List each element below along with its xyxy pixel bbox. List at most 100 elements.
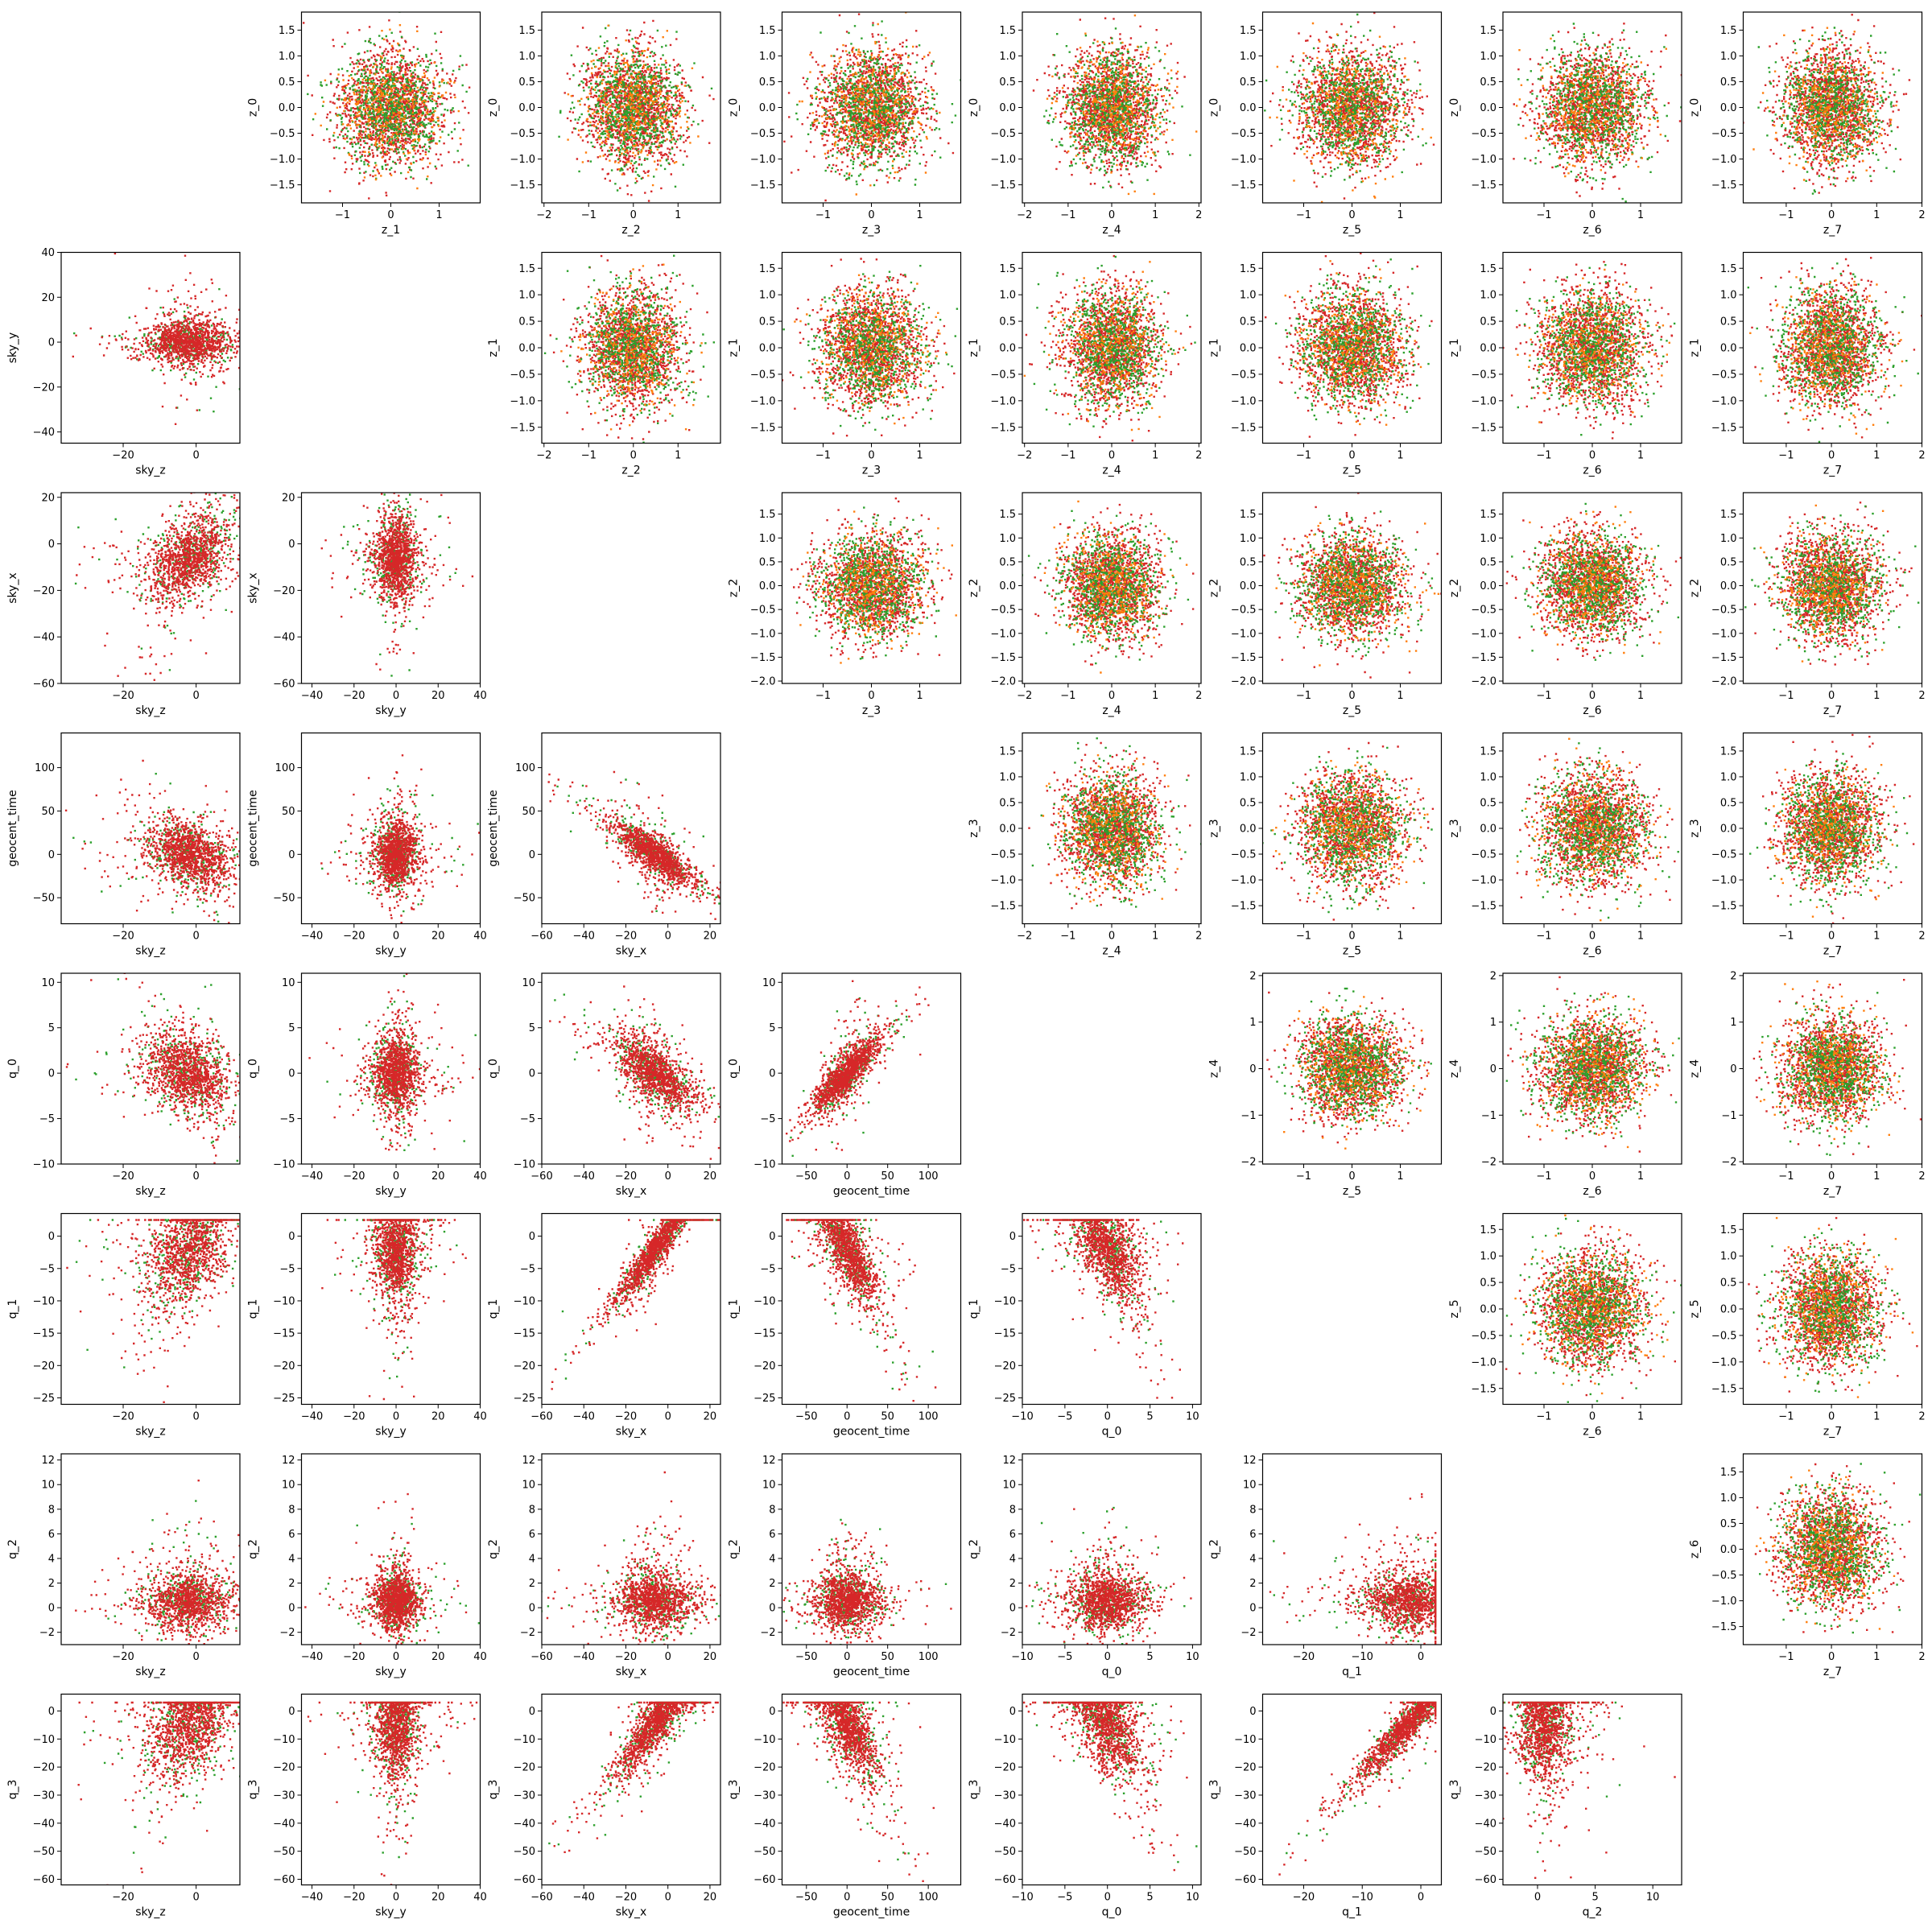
x-axis-label: sky_z: [135, 1666, 166, 1678]
y-tick-label: 4: [1249, 1553, 1256, 1565]
y-tick-label: 0.5: [518, 316, 535, 328]
x-tick-label: −40: [301, 1411, 323, 1423]
scatter-series-3: [1285, 249, 1422, 450]
x-axis-label: sky_z: [135, 1185, 166, 1198]
y-tick-label: 1.0: [1720, 1492, 1737, 1505]
y-tick-label: 2: [1249, 970, 1256, 982]
y-tick-label: 10: [522, 977, 535, 989]
y-axis-label: z_4: [1208, 1059, 1221, 1078]
x-tick-label: 100: [919, 1892, 939, 1904]
y-tick-label: 20: [282, 492, 295, 504]
y-tick-label: −50: [994, 1846, 1016, 1858]
y-tick-label: −1.0: [990, 154, 1016, 166]
y-tick-label: 0.0: [279, 102, 295, 114]
x-tick-label: −20: [343, 1411, 365, 1423]
x-tick-label: 1: [1873, 209, 1880, 221]
y-tick-label: −1.5: [1471, 1383, 1496, 1395]
x-axis-label: sky_y: [375, 1426, 406, 1439]
y-tick-label: −1.0: [990, 875, 1016, 887]
y-tick-label: 0.5: [759, 556, 776, 568]
y-tick-label: 4: [529, 1553, 535, 1565]
y-tick-label: 0.0: [999, 580, 1016, 592]
x-tick-label: 20: [704, 1892, 717, 1904]
y-tick-label: −1.5: [1471, 422, 1496, 434]
scatter-points: [1265, 249, 1433, 452]
y-axis-label: sky_x: [247, 572, 260, 603]
x-tick-label: −1: [1536, 1170, 1551, 1183]
x-tick-label: −20: [112, 450, 134, 462]
x-tick-label: −1: [1536, 1411, 1551, 1423]
x-tick-label: 1: [1637, 1170, 1644, 1183]
y-axis-label: z_0: [728, 98, 741, 117]
y-tick-label: 1.5: [1720, 745, 1737, 758]
scatter-series-2: [299, 963, 481, 1182]
x-tick-label: 0: [192, 1892, 199, 1904]
scatter-points: [776, 8, 977, 200]
y-tick-label: 12: [282, 1455, 295, 1467]
y-axis-label: q_2: [247, 1539, 260, 1559]
y-tick-label: 1.0: [999, 533, 1016, 545]
x-tick-label: −40: [573, 1892, 595, 1904]
y-tick-label: 0.0: [1720, 1304, 1737, 1316]
x-axis-label: z_4: [1102, 464, 1121, 477]
x-tick-label: −20: [112, 1411, 134, 1423]
x-axis-label: q_1: [1342, 1666, 1362, 1678]
x-axis-label: z_5: [1343, 704, 1361, 717]
x-axis-label: z_5: [1343, 945, 1361, 958]
y-tick-label: −10: [1475, 1734, 1496, 1746]
x-tick-label: −5: [1057, 1651, 1072, 1663]
x-axis-label: z_5: [1343, 1185, 1361, 1198]
y-tick-label: −0.5: [1711, 1330, 1737, 1342]
y-tick-label: 0: [529, 1068, 535, 1080]
panel-z_3-vs-z_4: −2 −1 0 1 2−1.5−1.0−0.50.00.51.01.5z_4z_3: [968, 705, 1211, 958]
y-tick-label: 1.5: [1480, 509, 1496, 521]
y-tick-label: −50: [514, 893, 535, 905]
x-tick-label: 0: [192, 1170, 199, 1183]
x-tick-label: −2: [1017, 931, 1032, 943]
y-tick-label: −5: [39, 1113, 55, 1125]
y-tick-label: 0.5: [1480, 76, 1496, 89]
y-tick-label: 0: [48, 337, 55, 349]
y-tick-label: 1.5: [999, 263, 1016, 275]
x-tick-label: −1: [1778, 450, 1794, 462]
y-axis-label: q_3: [728, 1780, 741, 1800]
x-tick-label: 0: [1589, 450, 1596, 462]
x-tick-label: 10: [1186, 1411, 1199, 1423]
x-tick-label: 1: [1397, 209, 1403, 221]
x-tick-label: −1: [581, 450, 597, 462]
x-tick-label: 1: [1152, 931, 1158, 943]
y-tick-label: −5: [279, 1263, 295, 1275]
scatter-series-2: [39, 254, 307, 424]
y-tick-label: 1.5: [1240, 509, 1257, 521]
scatter-points: [1506, 977, 1688, 1152]
panel-q_3-vs-geocent_time: −50 0 50 100−60−50−40−30−20−100geocent_time…: [728, 1695, 961, 1919]
x-axis-label: z_3: [862, 464, 881, 477]
y-tick-label: −2.0: [1711, 676, 1737, 688]
scatter-series-1: [75, 979, 365, 1178]
y-tick-label: −1.5: [750, 652, 776, 664]
y-tick-label: −1.0: [1711, 1356, 1737, 1368]
x-tick-label: 20: [431, 1170, 445, 1183]
y-tick-label: 4: [288, 1553, 295, 1565]
y-axis-label: q_0: [247, 1059, 260, 1079]
y-tick-label: −1.5: [1711, 422, 1737, 434]
y-tick-label: 0: [1249, 1603, 1256, 1615]
y-tick-label: −20: [994, 1762, 1016, 1774]
y-tick-label: 0: [48, 1068, 55, 1080]
x-tick-label: 1: [1873, 450, 1880, 462]
y-tick-label: −20: [273, 585, 295, 597]
x-tick-label: 20: [431, 1651, 445, 1663]
scatter-points: [519, 1472, 800, 1705]
y-tick-label: 8: [288, 1504, 295, 1516]
x-tick-label: 0: [1348, 690, 1355, 702]
x-tick-label: 2: [1918, 450, 1925, 462]
y-tick-label: 100: [515, 762, 535, 774]
x-tick-label: 0: [393, 690, 399, 702]
y-tick-label: −10: [753, 1734, 775, 1746]
x-tick-label: −1: [1296, 690, 1311, 702]
x-tick-label: −20: [615, 1411, 637, 1423]
y-tick-label: −40: [1234, 1818, 1256, 1830]
y-tick-label: −40: [33, 632, 55, 644]
